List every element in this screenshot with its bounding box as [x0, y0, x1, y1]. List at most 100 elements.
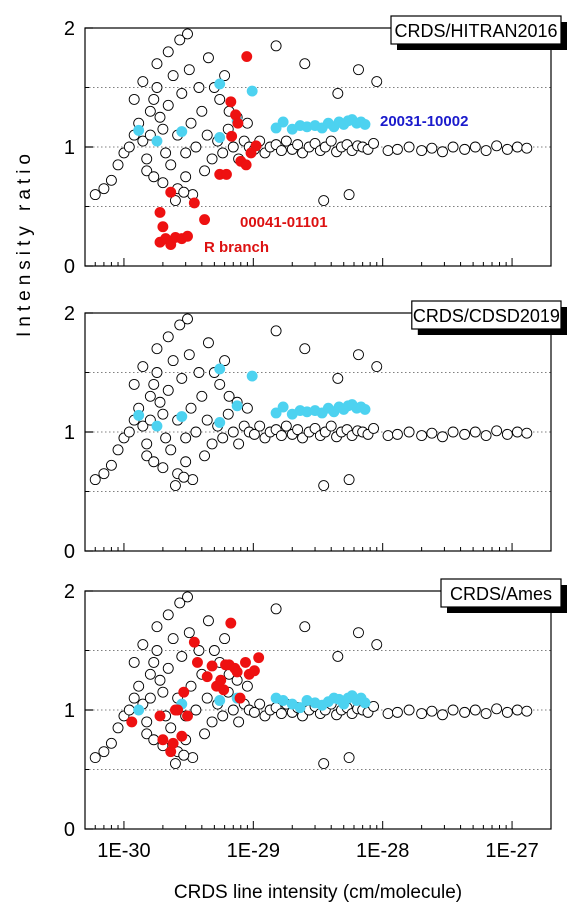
data-point: [299, 621, 311, 633]
data-point: [437, 146, 448, 158]
data-point: [480, 708, 492, 720]
data-point: [521, 142, 533, 154]
data-point: [151, 367, 163, 378]
data-point-20031-10002: [151, 135, 163, 147]
data-point: [141, 728, 153, 740]
data-point: [89, 474, 101, 486]
data-point: [137, 135, 149, 147]
data-point: [201, 414, 213, 426]
data-point: [343, 189, 355, 201]
data-point: [167, 70, 179, 82]
data-point-00041-01101: [241, 51, 253, 63]
y-tick-label: 1: [64, 700, 75, 722]
y-tick-label: 2: [64, 303, 75, 325]
data-point: [133, 680, 145, 692]
data-point: [437, 709, 448, 721]
data-point: [151, 343, 163, 355]
data-point: [182, 313, 193, 325]
x-tick-label: 1E-27: [485, 840, 538, 862]
data-point-00041-01101: [157, 221, 169, 233]
data-point-20031-10002: [277, 401, 289, 413]
data-point: [426, 142, 438, 154]
data-point: [217, 147, 229, 159]
x-tick-label: 1E-30: [97, 840, 150, 862]
data-point: [148, 656, 160, 668]
data-point: [151, 621, 163, 633]
data-point: [222, 408, 234, 420]
data-point: [154, 674, 166, 686]
data-point: [343, 474, 355, 486]
data-point-00041-01101: [206, 660, 218, 672]
data-point: [187, 752, 199, 764]
data-point-20031-10002: [294, 702, 306, 714]
data-point: [199, 728, 211, 740]
data-point: [214, 93, 226, 105]
data-point: [292, 424, 304, 436]
data-point: [206, 438, 218, 450]
data-point-00041-01101: [169, 704, 181, 716]
data-point: [491, 140, 503, 152]
data-point: [128, 93, 140, 105]
data-point-00041-01101: [199, 214, 211, 226]
data-point: [178, 471, 190, 483]
data-point-20031-10002: [270, 122, 282, 134]
data-point: [157, 462, 169, 474]
data-point: [178, 749, 190, 761]
panel-crds-cdsd2019: 0 1 2 CRDS/CDSD2019: [64, 300, 567, 563]
data-point: [241, 117, 253, 129]
y-tick-label: 1: [64, 137, 75, 159]
data-point: [353, 349, 364, 361]
data-point: [169, 195, 181, 207]
data-point-20031-10002: [277, 695, 289, 706]
data-point: [270, 603, 282, 615]
data-point: [511, 704, 523, 716]
title-box: [390, 15, 562, 45]
data-point: [151, 58, 163, 70]
data-point: [219, 633, 231, 645]
data-point: [148, 456, 160, 468]
data-point: [157, 408, 169, 420]
data-point: [148, 93, 160, 105]
data-point: [254, 420, 266, 432]
title-box: [411, 300, 562, 330]
data-point: [137, 361, 149, 372]
data-point: [299, 343, 311, 355]
data-point: [151, 645, 163, 656]
data-point: [190, 704, 202, 716]
y-tick-label: 1: [64, 422, 75, 444]
data-point: [193, 82, 205, 93]
data-point: [332, 373, 344, 384]
data-point: [403, 426, 415, 438]
data-point: [123, 141, 135, 153]
data-point: [167, 633, 179, 645]
annotation-r-branch: R branch: [204, 239, 269, 256]
data-point: [157, 123, 169, 135]
data-point: [382, 430, 394, 442]
data-point: [187, 474, 199, 486]
data-point: [128, 378, 140, 390]
data-point: [219, 355, 231, 367]
data-point: [148, 171, 160, 183]
data-point: [217, 710, 229, 722]
data-point: [201, 129, 213, 141]
data-point-20031-10002: [359, 697, 371, 709]
data-point: [157, 686, 169, 698]
data-point-20031-10002: [277, 116, 289, 128]
data-point: [416, 708, 428, 720]
data-point: [174, 34, 186, 46]
data-point: [128, 692, 140, 704]
data-point: [521, 427, 533, 439]
data-point-20031-10002: [133, 409, 145, 421]
data-point: [190, 426, 202, 438]
data-point: [391, 428, 403, 440]
data-point: [176, 87, 188, 99]
data-point: [280, 135, 292, 147]
data-point: [371, 639, 383, 650]
data-point: [193, 645, 205, 656]
data-point: [206, 716, 218, 728]
data-point: [199, 165, 211, 177]
data-point: [199, 450, 211, 462]
data-point: [141, 165, 153, 177]
data-point: [391, 706, 403, 718]
